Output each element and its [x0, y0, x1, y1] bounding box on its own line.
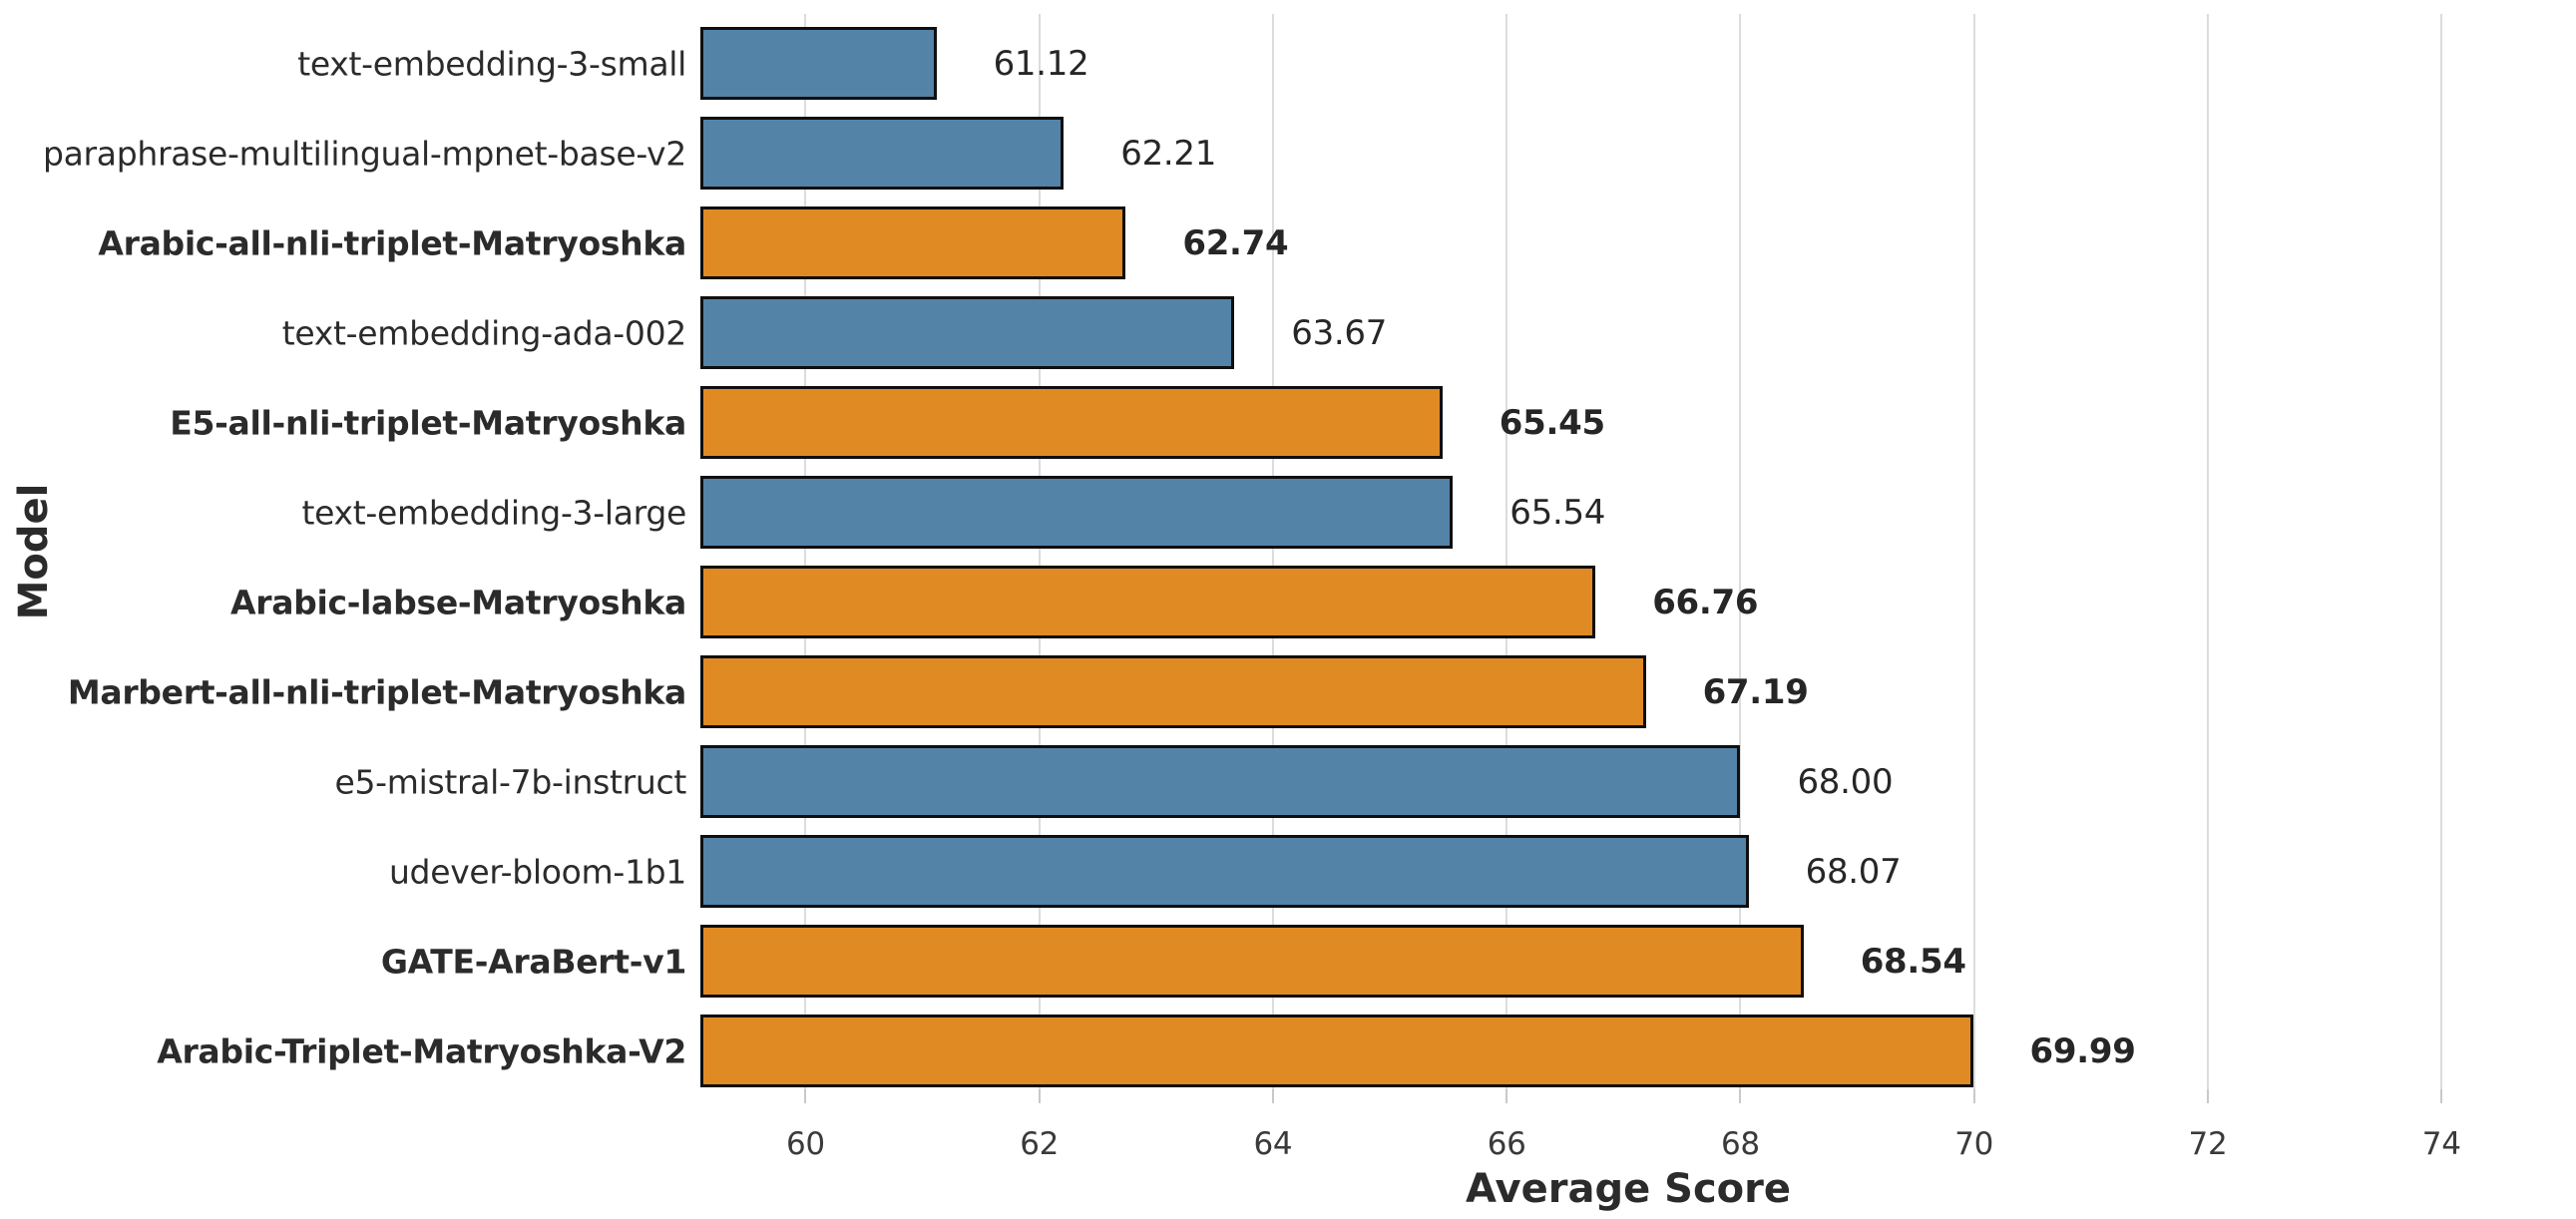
gridline: [2440, 14, 2443, 1089]
bar-value-label: 68.54: [1860, 941, 1966, 982]
x-tick-label: 60: [785, 1126, 825, 1162]
bar: [700, 745, 1741, 818]
y-tick-label: Arabic-labse-Matryoshka: [230, 583, 686, 621]
x-tick-label: 62: [1020, 1126, 1060, 1162]
bar: [700, 566, 1596, 638]
x-tickmark: [1505, 1089, 1508, 1103]
bar-value-label: 63.67: [1291, 312, 1388, 353]
y-tick-label: text-embedding-3-small: [297, 44, 686, 83]
x-tick-label: 68: [1721, 1126, 1760, 1162]
gridline: [1972, 14, 1975, 1089]
x-tick-label: 72: [2188, 1126, 2228, 1162]
y-tick-label: Arabic-all-nli-triplet-Matryoshka: [98, 223, 686, 262]
bar: [700, 296, 1235, 369]
y-tick-label: Arabic-Triplet-Matryoshka-V2: [157, 1031, 686, 1070]
x-tickmark: [1038, 1089, 1041, 1103]
bar-value-label: 65.54: [1509, 492, 1606, 533]
bar-value-label: 62.21: [1120, 133, 1217, 174]
y-tick-label: e5-mistral-7b-instruct: [334, 762, 686, 801]
x-tickmark: [2206, 1089, 2209, 1103]
x-tickmark: [1271, 1089, 1274, 1103]
bar: [700, 476, 1454, 549]
bar-value-label: 61.12: [993, 43, 1089, 84]
bar-value-label: 68.07: [1805, 851, 1902, 892]
bar: [700, 117, 1065, 190]
bar: [700, 386, 1443, 459]
y-tick-label: udever-bloom-1b1: [388, 852, 686, 891]
gridline: [1505, 14, 1508, 1089]
bar: [700, 925, 1804, 998]
x-tickmark: [1972, 1089, 1975, 1103]
bar-value-label: 65.45: [1499, 402, 1605, 443]
y-tick-label: text-embedding-3-large: [301, 493, 686, 532]
x-tick-label: 70: [1954, 1126, 1994, 1162]
x-tick-label: 66: [1487, 1126, 1526, 1162]
x-tick-label: 64: [1253, 1126, 1293, 1162]
y-tick-label: paraphrase-multilingual-mpnet-base-v2: [42, 134, 686, 173]
plot-area: 60 62 64 66 68 70 72 74 61.12 62.21 62.74 63.67 65.4…: [700, 14, 2556, 1162]
gridline: [804, 14, 807, 1089]
bar-value-label: 69.99: [2029, 1030, 2136, 1071]
bar: [700, 206, 1126, 279]
x-tickmark: [1739, 1089, 1742, 1103]
bar-value-label: 66.76: [1652, 582, 1759, 622]
x-tick-label: 74: [2421, 1126, 2461, 1162]
bar: [700, 655, 1646, 728]
y-tick-label: E5-all-nli-triplet-Matryoshka: [170, 403, 686, 442]
gridline: [2206, 14, 2209, 1089]
x-tickmark: [2440, 1089, 2443, 1103]
x-axis-title: Average Score: [1466, 1166, 1791, 1212]
y-tick-label: text-embedding-ada-002: [281, 313, 687, 352]
bar: [700, 1015, 1973, 1087]
gridline: [1739, 14, 1742, 1089]
y-tick-label: Marbert-all-nli-triplet-Matryoshka: [67, 672, 686, 711]
gridline: [1271, 14, 1274, 1089]
bar-value-label: 62.74: [1182, 222, 1289, 263]
gridline: [1038, 14, 1041, 1089]
bar: [700, 835, 1749, 908]
bar-value-label: 67.19: [1702, 671, 1809, 712]
y-tick-label: GATE-AraBert-v1: [380, 942, 686, 981]
bar: [700, 27, 937, 100]
bar-value-label: 68.00: [1797, 761, 1894, 802]
x-tickmark: [804, 1089, 807, 1103]
y-axis-tick-labels: text-embedding-3-small paraphrase-multili…: [0, 14, 686, 1089]
